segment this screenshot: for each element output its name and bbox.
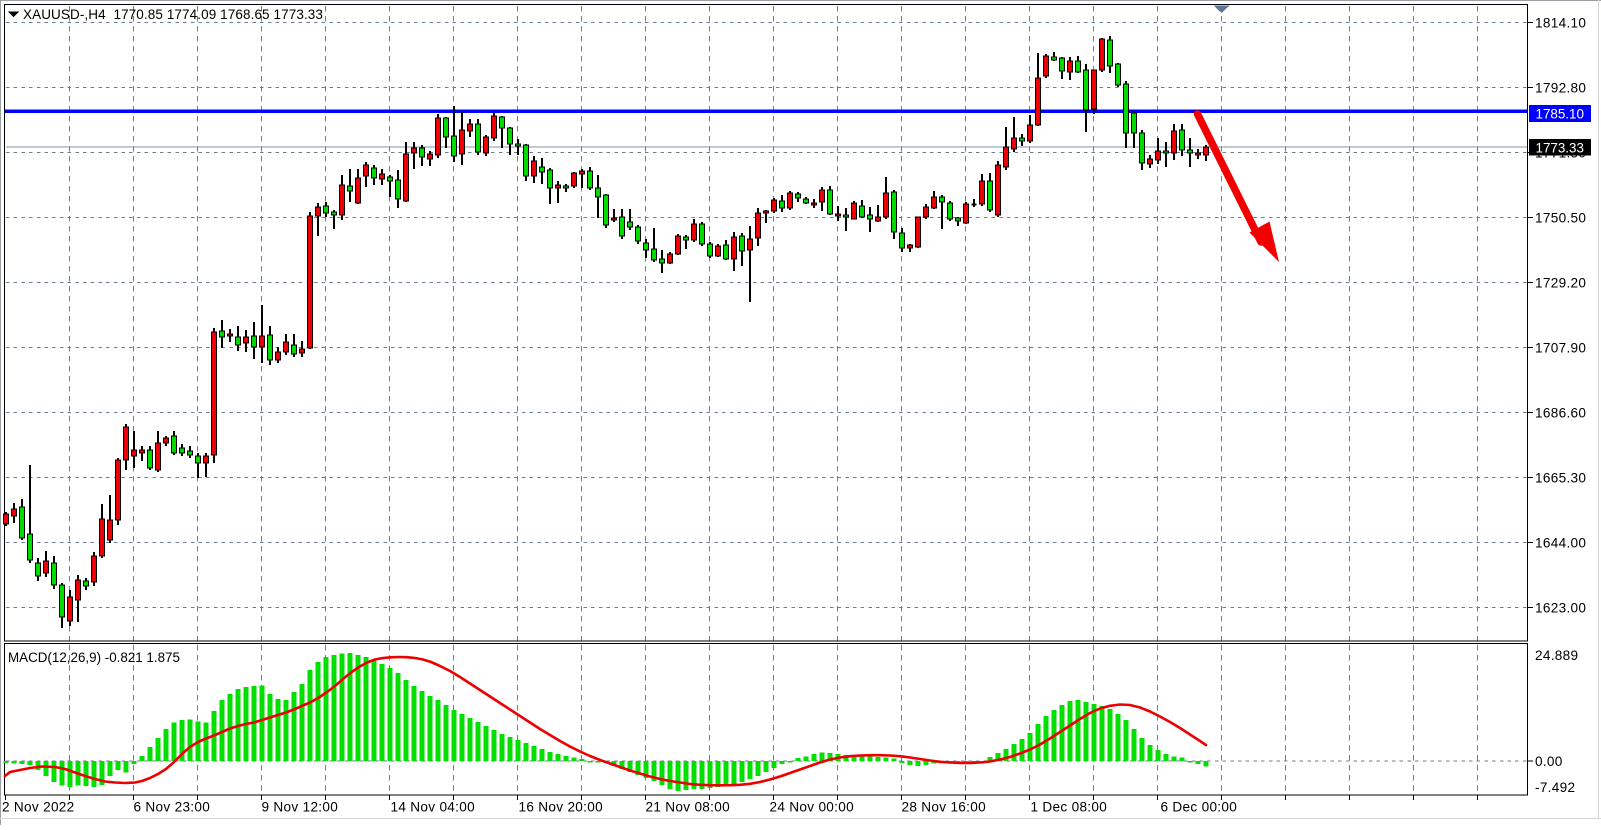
svg-text:1644.00: 1644.00 (1535, 536, 1586, 551)
svg-text:1814.10: 1814.10 (1535, 16, 1586, 31)
svg-text:21 Nov 08:00: 21 Nov 08:00 (646, 800, 731, 815)
svg-text:MACD(12,26,9) -0.821 1.875: MACD(12,26,9) -0.821 1.875 (8, 650, 180, 665)
svg-text:1792.80: 1792.80 (1535, 81, 1586, 96)
svg-text:1686.60: 1686.60 (1535, 406, 1586, 421)
svg-text:1773.33: 1773.33 (1536, 141, 1584, 156)
svg-text:28 Nov 16:00: 28 Nov 16:00 (902, 800, 987, 815)
svg-text:6 Dec 00:00: 6 Dec 00:00 (1161, 800, 1238, 815)
svg-text:1665.30: 1665.30 (1535, 471, 1586, 486)
svg-text:1729.20: 1729.20 (1535, 276, 1586, 291)
svg-text:1623.00: 1623.00 (1535, 601, 1586, 616)
svg-text:6 Nov 23:00: 6 Nov 23:00 (134, 800, 211, 815)
svg-text:14 Nov 04:00: 14 Nov 04:00 (391, 800, 476, 815)
svg-text:9 Nov 12:00: 9 Nov 12:00 (262, 800, 339, 815)
svg-text:1785.10: 1785.10 (1536, 107, 1584, 122)
svg-text:1750.50: 1750.50 (1535, 211, 1586, 226)
svg-text:2 Nov 2022: 2 Nov 2022 (2, 800, 75, 815)
svg-text:1707.90: 1707.90 (1535, 341, 1586, 356)
svg-text:24.889: 24.889 (1535, 648, 1578, 663)
svg-text:XAUUSD-,H4 1770.85 1774.09 17: XAUUSD-,H4 1770.85 1774.09 1768.65 1773.… (23, 7, 323, 22)
svg-text:0.00: 0.00 (1535, 754, 1563, 769)
svg-text:16 Nov 20:00: 16 Nov 20:00 (519, 800, 604, 815)
svg-text:24 Nov 00:00: 24 Nov 00:00 (770, 800, 855, 815)
svg-text:-7.492: -7.492 (1535, 780, 1575, 795)
svg-text:1 Dec 08:00: 1 Dec 08:00 (1031, 800, 1108, 815)
